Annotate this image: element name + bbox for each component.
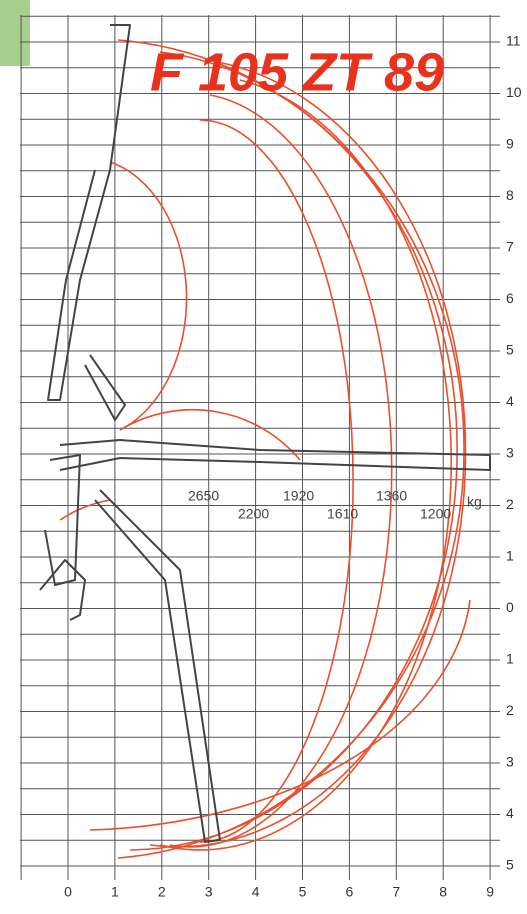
y-label: 1 [506,548,514,564]
load-label: 1200 [420,506,451,522]
y-label: 5 [506,342,514,358]
load-label: 1360 [376,488,407,504]
x-label: 2 [158,884,166,900]
load-unit: kg [467,494,482,510]
load-label: 1610 [327,506,358,522]
boom-down [94,489,221,843]
boom-jib [84,354,126,421]
y-label: 2 [506,496,514,512]
y-label: 6 [506,290,514,306]
y-label: 3 [506,445,514,461]
x-label: 1 [111,884,119,900]
y-label: 4 [506,805,514,821]
crane-drawing [39,24,491,843]
y-label: 1 [506,651,514,667]
title: F 105 ZT 89 [150,42,444,102]
y-label: 10 [506,84,522,100]
y-label: 11 [506,33,521,49]
x-label: 3 [205,884,213,900]
x-label: 4 [252,884,260,900]
y-label: 4 [506,393,514,409]
boom-up [47,24,131,401]
x-label: 7 [392,884,400,900]
reach-curve [59,499,111,521]
y-label: 3 [506,754,514,770]
green-corner [0,0,30,66]
reach-curve [149,59,467,848]
x-label: 5 [299,884,307,900]
x-label: 6 [346,884,354,900]
load-label: 2650 [188,488,219,504]
y-label: 9 [506,136,514,152]
load-label: 2200 [238,506,269,522]
y-label: 8 [506,187,514,203]
reach-curve [89,599,471,831]
y-label: 7 [506,239,514,255]
y-label: 5 [506,857,514,873]
y-label: 2 [506,702,514,718]
reach-curve [159,79,453,851]
reach-curve [169,94,393,848]
y-label: 0 [506,599,514,615]
base [39,559,86,621]
reach-curve [119,408,301,461]
boom-horizontal [59,439,491,471]
x-label: 9 [486,884,494,900]
load-label: 1920 [283,488,314,504]
x-label: 0 [64,884,72,900]
column [44,454,81,586]
reach-curve [109,161,188,431]
reach-curve [199,119,354,843]
x-label: 8 [439,884,447,900]
